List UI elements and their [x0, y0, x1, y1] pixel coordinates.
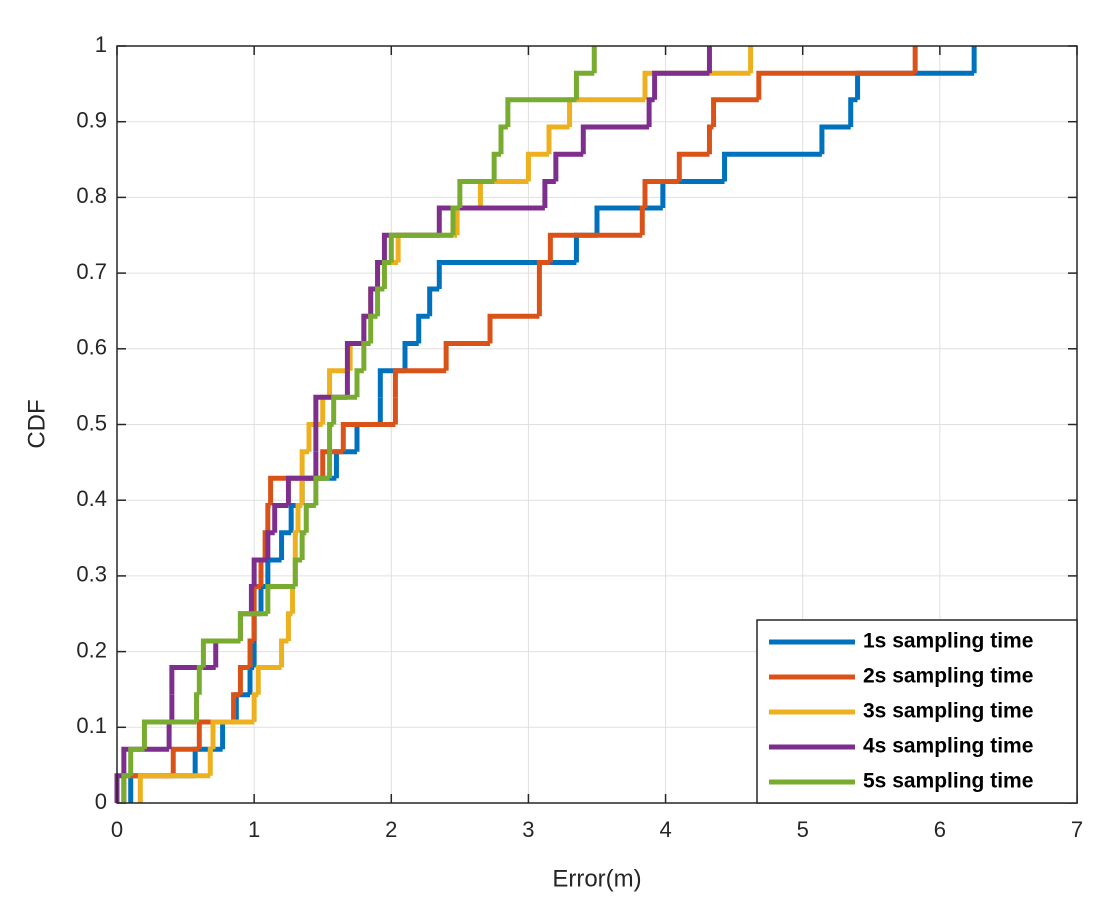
step — [331, 394, 357, 425]
step — [210, 719, 255, 750]
step — [255, 664, 282, 695]
step — [580, 124, 650, 155]
x-tick-label: 2 — [385, 817, 397, 842]
step — [642, 179, 680, 208]
y-tick-label: 0.5 — [76, 410, 107, 435]
step — [320, 449, 344, 479]
step — [265, 502, 271, 533]
step — [542, 179, 556, 208]
step — [251, 557, 268, 587]
legend-label: 4s sampling time — [863, 735, 1033, 758]
series — [114, 46, 712, 803]
step — [402, 341, 419, 371]
step — [194, 692, 200, 723]
step — [427, 286, 440, 317]
x-tick-label: 3 — [522, 817, 534, 842]
legend-label: 2s sampling time — [863, 665, 1033, 688]
step — [141, 719, 197, 750]
step — [137, 773, 211, 803]
step — [676, 151, 710, 182]
step — [652, 70, 710, 100]
series — [121, 46, 597, 803]
step — [573, 70, 595, 100]
step — [292, 530, 299, 561]
step — [711, 97, 759, 127]
step — [207, 746, 213, 776]
step — [553, 151, 584, 182]
step — [487, 313, 540, 344]
y-tick-label: 0.2 — [76, 637, 107, 662]
x-tick-label: 5 — [797, 817, 809, 842]
step — [416, 313, 430, 344]
legend-label: 5s sampling time — [863, 770, 1033, 793]
x-axis-label: Error(m) — [552, 865, 641, 892]
y-tick-label: 0.1 — [76, 713, 107, 738]
step — [290, 583, 296, 614]
step — [313, 475, 330, 506]
step — [639, 205, 645, 236]
step — [436, 260, 577, 289]
step — [303, 502, 316, 533]
step — [285, 475, 316, 506]
x-tick-label: 7 — [1071, 817, 1083, 842]
legend: 1s sampling time 2s sampling time 3s sampl… — [756, 619, 1078, 804]
step — [546, 124, 570, 155]
series — [128, 46, 977, 803]
step — [340, 422, 396, 452]
step — [265, 583, 296, 614]
step — [525, 151, 549, 182]
step — [237, 611, 268, 642]
y-tick-label: 0.3 — [76, 562, 107, 587]
step — [443, 341, 491, 371]
step — [121, 746, 170, 776]
step — [272, 502, 289, 533]
x-tick-label: 1 — [248, 817, 260, 842]
step — [248, 583, 255, 614]
step — [392, 368, 447, 398]
y-tick-label: 1 — [95, 32, 107, 57]
step — [436, 205, 545, 236]
axes-box — [116, 45, 1078, 804]
x-tick-label: 0 — [111, 817, 123, 842]
y-tick-label: 0.6 — [76, 335, 107, 360]
y-tick-label: 0.4 — [76, 486, 107, 511]
legend-label: 1s sampling time — [863, 630, 1033, 653]
step — [388, 232, 453, 263]
y-axis-label: CDF — [23, 399, 50, 448]
x-tick-label: 4 — [659, 817, 671, 842]
y-tick-label: 0 — [95, 789, 107, 814]
step — [756, 70, 916, 100]
step — [327, 368, 351, 398]
step — [344, 341, 364, 371]
step — [128, 746, 145, 776]
step — [170, 746, 200, 776]
step — [457, 179, 495, 208]
y-tick-label: 0.8 — [76, 183, 107, 208]
step — [237, 664, 251, 695]
step — [819, 124, 851, 155]
step — [279, 530, 292, 561]
step — [505, 97, 577, 127]
step — [642, 70, 751, 100]
step — [536, 260, 551, 289]
y-tick-label: 0.7 — [76, 259, 107, 284]
step — [547, 232, 643, 263]
step — [722, 151, 822, 182]
step — [200, 638, 241, 668]
step — [166, 719, 172, 750]
x-tick-label: 6 — [934, 817, 946, 842]
legend-label: 3s sampling time — [863, 700, 1033, 723]
y-tick-label: 0.9 — [76, 108, 107, 133]
